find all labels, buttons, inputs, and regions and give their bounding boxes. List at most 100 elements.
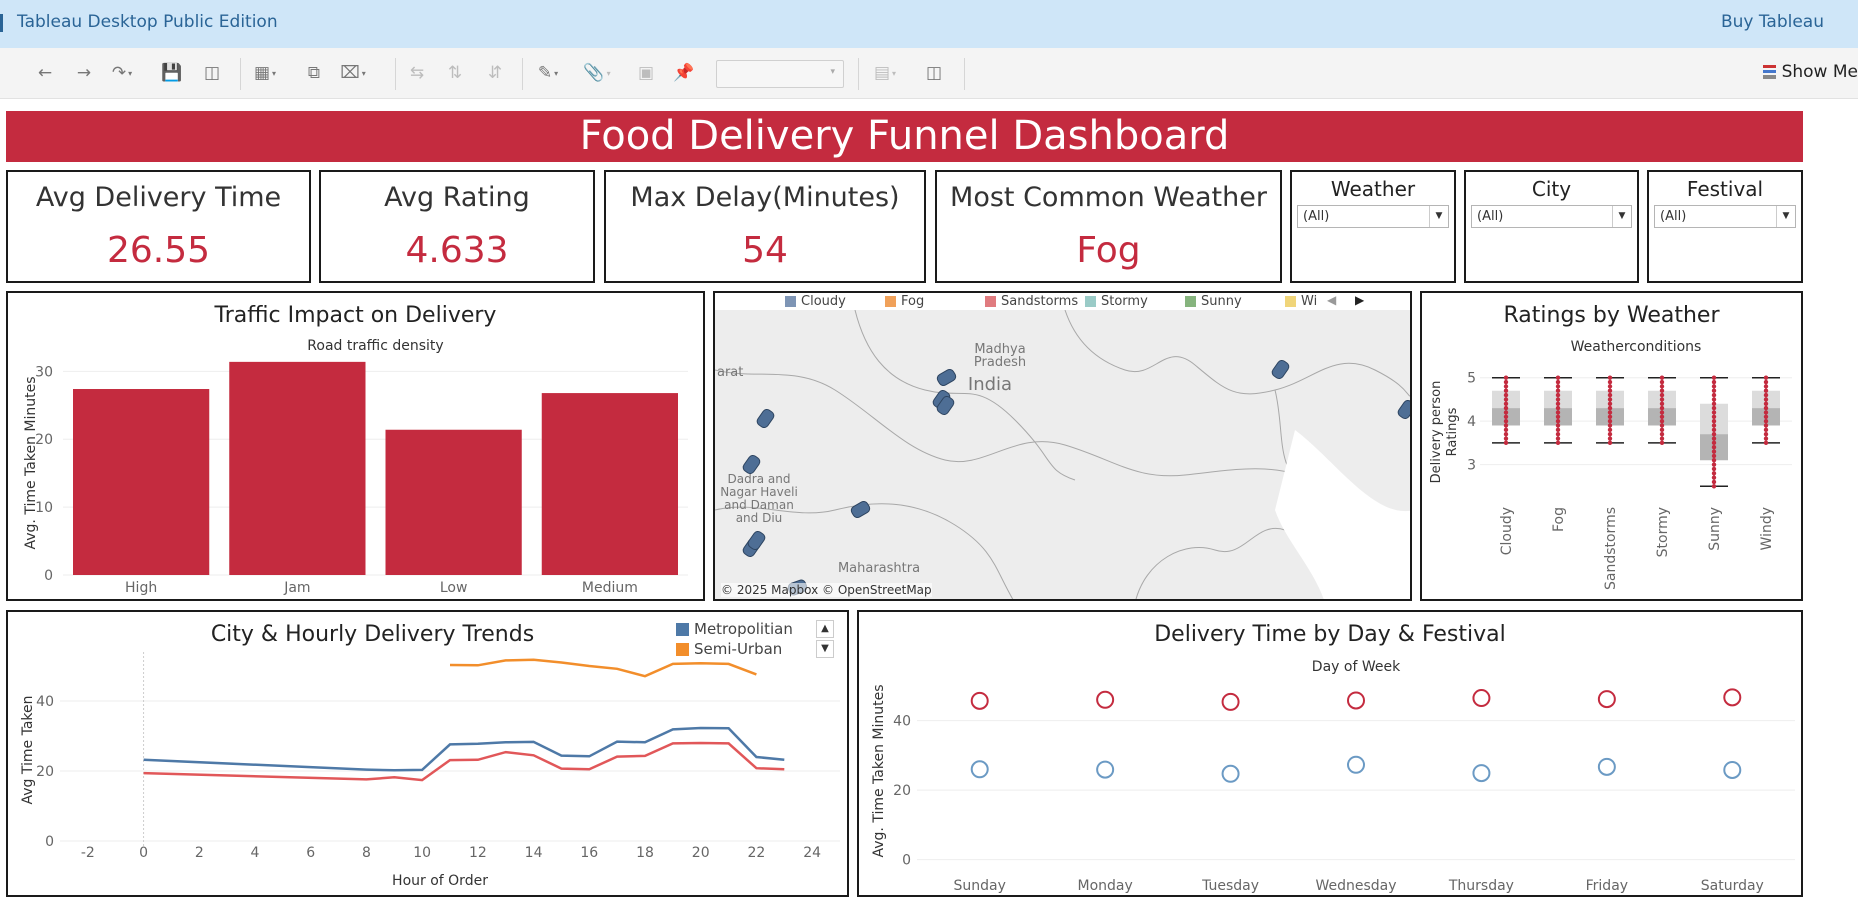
legend-item[interactable]: Stormy	[1085, 294, 1148, 309]
replay-icon[interactable]: ↷ ▾	[111, 63, 133, 83]
rating-point	[1607, 414, 1613, 419]
swap-icon[interactable]: ⇆	[409, 63, 425, 83]
new-datasource-icon[interactable]: ◫	[203, 63, 221, 83]
legend-item[interactable]: Sunny	[1185, 294, 1242, 309]
legend-scroll-up-icon[interactable]: ▲	[816, 620, 834, 638]
rating-point	[1503, 401, 1509, 406]
legend-item[interactable]: Cloudy	[785, 294, 846, 309]
map-label-gujarat: arat	[717, 365, 744, 380]
rating-point	[1711, 466, 1717, 472]
show-cards-icon[interactable]: ▤ ▾	[873, 63, 897, 83]
rating-point	[1659, 392, 1665, 398]
window-edge	[0, 14, 3, 32]
day-point	[1723, 688, 1742, 707]
rating-point	[1659, 436, 1665, 441]
map-label-maharashtra: Maharashtra	[837, 561, 921, 576]
rating-point	[1763, 427, 1769, 433]
x-tick-label: Cloudy	[1499, 507, 1515, 555]
kpi-value: 26.55	[106, 230, 211, 271]
festival-dropdown[interactable]: (All) ▼	[1654, 205, 1796, 228]
rating-point	[1763, 405, 1769, 411]
legend-item[interactable]: Metropolitian	[676, 620, 793, 638]
ratings-by-weather-panel: Ratings by Weather Weatherconditions 3 4 5 D…	[1420, 291, 1803, 601]
rating-point	[1763, 401, 1769, 406]
redo-icon[interactable]: →	[76, 63, 92, 83]
duplicate-icon[interactable]: ⧉	[307, 63, 321, 83]
ratings-box-plot: Weatherconditions 3 4 5 Delivery person Ratin…	[1429, 339, 1792, 590]
save-icon[interactable]: 💾	[161, 63, 183, 83]
legend-item[interactable]: Wi	[1285, 294, 1317, 309]
legend-label: Metropolitian	[694, 620, 793, 638]
group-icon[interactable]: 📎 ▾	[583, 63, 611, 83]
rating-point	[1555, 401, 1561, 406]
series-line	[449, 658, 757, 678]
chart-title: Ratings by Weather	[1503, 303, 1720, 328]
legend-swatch	[1085, 296, 1096, 307]
chart-title: City & Hourly Delivery Trends	[210, 622, 535, 647]
legend-scroll-down-icon[interactable]: ▼	[816, 640, 834, 658]
rating-point	[1555, 405, 1561, 411]
show-me-button[interactable]: Show Me	[1762, 62, 1858, 82]
bar	[385, 429, 522, 575]
x-tick-label: Wednesday	[1315, 878, 1396, 894]
map-label-madhya-pradesh: Madhya Pradesh	[973, 342, 1027, 370]
weather-dropdown[interactable]: (All) ▼	[1297, 205, 1449, 228]
day-point	[1221, 764, 1240, 783]
rating-point	[1503, 418, 1509, 424]
rating-point	[1503, 405, 1509, 411]
city-dropdown[interactable]: (All) ▼	[1471, 205, 1632, 228]
rating-point	[1711, 375, 1717, 380]
new-worksheet-icon[interactable]: ▦ ▾	[253, 63, 277, 83]
rating-point	[1711, 484, 1717, 489]
x-tick-label: 0	[139, 845, 148, 861]
buy-tableau-link[interactable]: Buy Tableau	[1720, 12, 1824, 32]
sort-descending-icon[interactable]: ⇵	[487, 63, 503, 83]
x-tick-label: Thursday	[1448, 878, 1514, 894]
x-tick-label: Sunny	[1707, 507, 1723, 551]
kpi-avg-rating: Avg Rating 4.633	[319, 170, 595, 283]
filter-festival: Festival (All) ▼	[1647, 170, 1803, 283]
rating-point	[1659, 414, 1665, 419]
legend-swatch	[676, 642, 689, 656]
chevron-down-icon[interactable]: ▼	[1612, 206, 1631, 227]
x-tick-label: 2	[195, 845, 204, 861]
chevron-down-icon[interactable]: ▼	[1776, 206, 1795, 227]
kpi-value: Fog	[1076, 230, 1141, 271]
show-me-icon	[1762, 65, 1776, 79]
y-axis-label: Avg. Time Taken Minutes	[871, 684, 887, 857]
clear-sheet-icon[interactable]: ⌧ ▾	[340, 63, 366, 83]
sort-ascending-icon[interactable]: ⇅	[447, 63, 463, 83]
y-tick-label: 40	[893, 714, 911, 730]
pin-icon[interactable]: 📌	[673, 63, 695, 83]
legend-item[interactable]: Semi-Urban	[676, 640, 782, 658]
chart-subtitle: Road traffic density	[307, 338, 443, 354]
rating-point	[1711, 440, 1717, 446]
legend-item[interactable]: Sandstorms	[985, 294, 1078, 309]
x-tick-label: 24	[803, 845, 821, 861]
y-tick-label: 20	[893, 783, 911, 799]
legend-prev-icon[interactable]: ◀	[1327, 293, 1337, 307]
map-canvas[interactable]: Madhya Pradesh India arat Dadra and Naga…	[715, 310, 1410, 599]
x-tick-label: 12	[469, 845, 487, 861]
rating-point	[1607, 405, 1613, 411]
label-icon[interactable]: ▣	[637, 63, 655, 83]
dropdown-value: (All)	[1477, 209, 1504, 224]
x-tick-label: Windy	[1759, 507, 1775, 550]
undo-icon[interactable]: ←	[37, 63, 53, 83]
fit-select[interactable]: ▾	[716, 60, 844, 88]
rating-point	[1503, 423, 1509, 428]
legend-next-icon[interactable]: ▶	[1355, 293, 1365, 307]
toolbar: ← → ↷ ▾ 💾 ◫ ▦ ▾ ⧉ ⌧ ▾ ⇆ ⇅ ⇵ ✎ ▾ 📎 ▾ ▣ 📌 ▾ ▤ ▾ …	[0, 48, 1858, 99]
y-tick-label: 10	[35, 500, 53, 516]
rating-point	[1659, 427, 1665, 433]
highlight-icon[interactable]: ✎ ▾	[537, 63, 559, 83]
filter-title: Weather	[1330, 177, 1416, 201]
kpi-label: Avg Rating	[384, 182, 530, 213]
rating-point	[1555, 392, 1561, 398]
presentation-icon[interactable]: ◫	[925, 63, 943, 83]
legend-swatch	[885, 296, 896, 307]
legend-item[interactable]: Fog	[885, 294, 924, 309]
chevron-down-icon[interactable]: ▼	[1429, 206, 1448, 227]
rating-point	[1503, 384, 1509, 389]
